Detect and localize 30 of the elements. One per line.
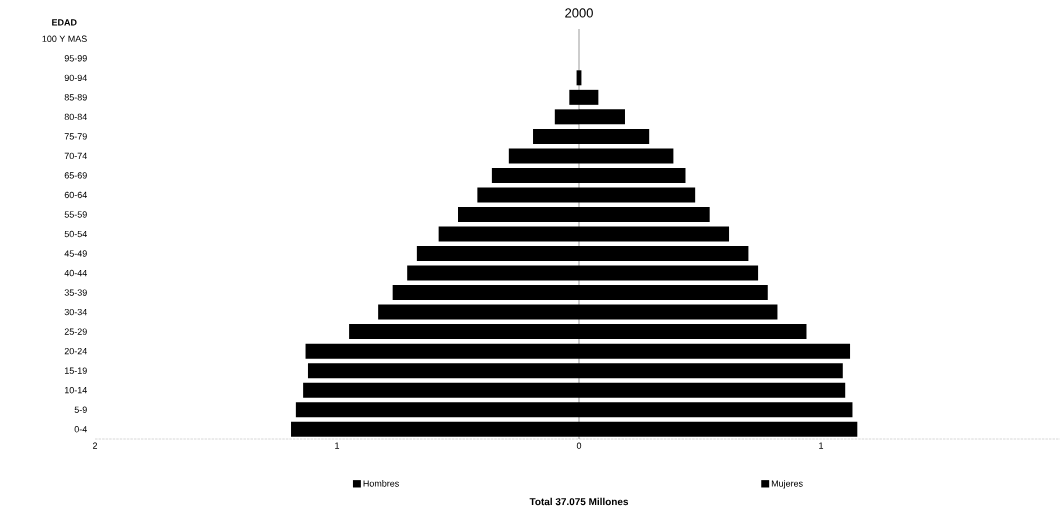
text: Total 37.075 Millones [529, 497, 629, 506]
x-tick-label: 0 [576, 442, 582, 449]
y-tick-label: 35-39 [64, 289, 87, 296]
x-tick-label: 1 [335, 442, 340, 449]
y-tick-label: 15-19 [64, 367, 87, 374]
y-axis-title: EDAD [52, 19, 77, 26]
y-tick-label: 60-64 [64, 191, 87, 199]
y-tick-label: 85-89 [64, 94, 87, 101]
legend-label: Hombres [363, 480, 399, 487]
y-tick-label: 90-94 [64, 74, 87, 81]
y-tick-label: 75-79 [64, 133, 87, 140]
y-tick-label: 20-24 [64, 347, 87, 355]
x-tick-label: 2 [92, 442, 98, 449]
y-tick-label: 40-44 [64, 269, 87, 277]
y-tick-label: 25-29 [64, 328, 87, 335]
x-tick-label: 1 [819, 442, 824, 449]
y-tick-label: 5-9 [74, 406, 87, 413]
y-tick-label: 50-54 [64, 230, 87, 238]
y-tick-label: 70-74 [64, 152, 87, 160]
y-tick-label: 10-14 [64, 387, 87, 394]
y-tick-label: 100 Y MAS [42, 35, 87, 42]
y-tick-label: 30-34 [64, 308, 87, 316]
y-tick-label: 45-49 [64, 250, 87, 257]
legend-label: Mujeres [771, 480, 803, 489]
y-tick-label: 55-59 [64, 211, 87, 218]
y-tick-label: 80-84 [64, 113, 87, 121]
y-tick-label: 65-69 [64, 172, 87, 179]
chart-title: 2000 [565, 8, 593, 18]
y-tick-label: 95-99 [64, 55, 87, 62]
y-tick-label: 0-4 [74, 426, 87, 433]
